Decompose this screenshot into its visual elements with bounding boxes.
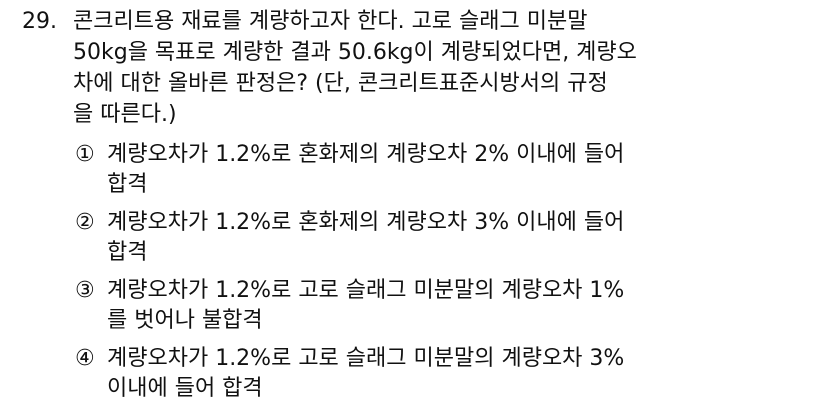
option-marker: ④ [75,346,95,371]
option-marker: ① [75,142,95,167]
option-line: 계량오차가 1.2%로 혼화제의 계량오차 3% 이내에 들어 [107,210,625,235]
option-line: 합격 [107,240,148,265]
option-line: 를 벗어나 불합격 [107,308,263,333]
option-marker: ③ [75,278,95,303]
option-text: 계량오차가 1.2%로 혼화제의 계량오차 2% 이내에 들어 합격 [107,140,624,200]
question-text: 콘크리트용 재료를 계량하고자 한다. 고로 슬래그 미분말 50kg을 목표로… [73,6,637,130]
question-number: 29. [22,9,57,34]
question-line: 차에 대한 올바른 판정은? (단, 콘크리트표준시방서의 규정 [73,71,608,96]
option-line: 합격 [107,172,148,197]
question-line: 50kg을 목표로 계량한 결과 50.6kg이 계량되었다면, 계량오 [73,40,637,65]
option-line: 계량오차가 1.2%로 고로 슬래그 미분말의 계량오차 3% [107,346,625,371]
option-text: 계량오차가 1.2%로 혼화제의 계량오차 3% 이내에 들어 합격 [107,208,624,268]
option-line: 이내에 들어 합격 [107,376,263,401]
option-text: 계량오차가 1.2%로 고로 슬래그 미분말의 계량오차 1% 를 벗어나 불합… [107,276,624,336]
option-line: 계량오차가 1.2%로 고로 슬래그 미분말의 계량오차 1% [107,278,625,303]
option-text: 계량오차가 1.2%로 고로 슬래그 미분말의 계량오차 3% 이내에 들어 합… [107,344,624,404]
option-marker: ② [75,210,95,235]
question-line: 콘크리트용 재료를 계량하고자 한다. 고로 슬래그 미분말 [73,9,588,34]
question-line: 을 따른다.) [73,102,177,127]
option-line: 계량오차가 1.2%로 혼화제의 계량오차 2% 이내에 들어 [107,142,625,167]
